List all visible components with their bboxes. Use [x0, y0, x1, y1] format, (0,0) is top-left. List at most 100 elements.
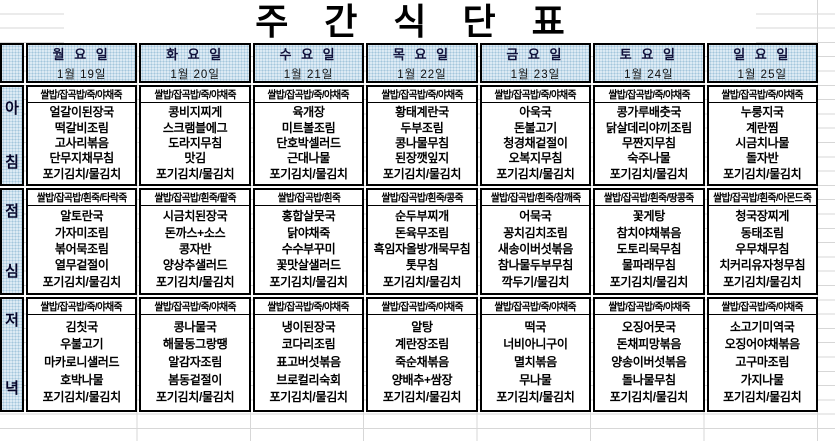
rice-options-header: 쌀밥/잡곡밥/흰죽 [254, 190, 363, 206]
rice-options-text: 쌀밥/잡곡밥/죽/야채죽 [608, 89, 690, 101]
menu-item: 포기김치/물김치 [723, 390, 802, 405]
day-header-cell: 화 요 일 1월 20일 [139, 43, 251, 83]
menu-item: 아욱국 [519, 105, 552, 120]
menu-item-list: 소고기미역국 오징어야채볶음 고구마조림 가지나물 포기김치/물김치 [709, 315, 816, 410]
menu-item-list: 육개장 미트볼조림 단호박셀러드 근대나물 포기김치/물김치 [255, 103, 362, 184]
day-header-cell: 일 요 일 1월 25일 [706, 43, 818, 83]
day-name: 목 요 일 [392, 47, 452, 62]
menu-item: 순두부찌개 [395, 209, 449, 224]
rice-options-text: 쌀밥/잡곡밥/흰죽/팥죽 [154, 192, 236, 204]
menu-item-list: 콩가루배춧국 닭살데리야끼조림 무짠지무침 숙주나물 포기김치/물김치 [595, 103, 702, 184]
menu-item: 포기김치/물김치 [42, 390, 122, 405]
menu-item: 숙주나물 [627, 151, 671, 166]
rice-options-text: 쌀밥/잡곡밥/흰죽/아몬드죽 [713, 192, 812, 204]
rice-options-text: 쌀밥/잡곡밥/흰죽/참깨죽 [490, 192, 581, 204]
menu-item: 포기김치/물김치 [269, 274, 348, 289]
rice-options-header: 쌀밥/잡곡밥/죽/야채죽 [141, 299, 249, 315]
rice-options-text: 쌀밥/잡곡밥/죽/야채죽 [494, 301, 577, 313]
rice-options-text: 쌀밥/잡곡밥/죽/야채죽 [721, 89, 804, 101]
menu-item: 떡국 [524, 319, 547, 334]
day-date: 1월 22일 [397, 69, 447, 81]
menu-item: 꽁치김치조림 [503, 225, 568, 240]
menu-item: 우무채무침 [735, 241, 790, 256]
menu-item: 알탕 [411, 319, 433, 334]
menu-item: 도토리묵무침 [616, 241, 682, 256]
menu-item: 시금치된장국 [162, 209, 228, 224]
menu-item-list: 냉이된장국 코다리조림 표고버섯볶음 브로컬리숙회 포기김치/물김치 [255, 315, 362, 410]
menu-item: 멸치볶음 [513, 354, 557, 369]
menu-item-list: 순두부찌개 돈육무조림 흑임자올방개묵무침 톳무침 포기김치/물김치 [368, 206, 475, 293]
menu-item: 열무겉절이 [54, 258, 109, 273]
menu-cell: 쌀밥/잡곡밥/죽/야채죽 알탕 계란장조림 죽순채볶음 양배추+쌈장 포기김치/물김치 [366, 297, 478, 412]
day-name: 금 요 일 [506, 47, 565, 62]
menu-item: 봄동겉절이 [168, 372, 222, 387]
rice-options-header: 쌀밥/잡곡밥/죽/야채죽 [28, 87, 136, 103]
menu-item: 흑임자올방개묵무침 [373, 241, 471, 256]
menu-item: 포기김치/물김치 [382, 390, 462, 405]
menu-item: 포기김치/물김치 [609, 390, 689, 405]
menu-item: 새송이버섯볶음 [497, 241, 574, 256]
menu-item: 오복지무침 [508, 151, 563, 166]
menu-item: 너비아니구이 [503, 337, 568, 352]
day-header-cell: 수 요 일 1월 21일 [252, 43, 365, 83]
menu-cell: 쌀밥/잡곡밥/흰죽/아몬드죽 청국장찌게 동태조림 우무채무침 치커리유자청무침 포기김치… [706, 188, 818, 295]
menu-item: 톳무침 [405, 258, 439, 273]
rice-options-text: 쌀밥/잡곡밥/죽/야채죽 [154, 89, 236, 101]
menu-item: 깍두기/물김치 [501, 274, 570, 289]
menu-item: 계란찜 [746, 120, 779, 135]
rice-options-text: 쌀밥/잡곡밥/죽/야채죽 [40, 89, 123, 101]
menu-item: 포기김치/물김치 [723, 274, 802, 289]
menu-item: 포기김치/물김치 [609, 274, 689, 289]
menu-item: 마카로니샐러드 [44, 354, 120, 369]
menu-item: 포기김치/물김치 [269, 390, 348, 405]
menu-item: 돈까스+소스 [164, 225, 226, 240]
menu-item: 돌자반 [746, 151, 779, 166]
day-header-cell: 금 요 일 1월 23일 [479, 43, 592, 83]
menu-item: 양송이버섯볶음 [611, 354, 687, 369]
rice-options-header: 쌀밥/잡곡밥/죽/야채죽 [28, 299, 136, 315]
menu-item: 돈육무조림 [395, 225, 449, 240]
menu-item: 알토란국 [60, 209, 104, 224]
menu-item: 알감자조림 [168, 354, 222, 369]
menu-item: 참치야채볶음 [616, 225, 682, 240]
meal-label-char: 침 [5, 154, 19, 171]
rice-options-text: 쌀밥/잡곡밥/죽/야채죽 [267, 89, 350, 101]
menu-item: 청경채겉절이 [503, 135, 568, 150]
menu-item: 돌나물무침 [622, 372, 676, 387]
menu-item: 코다리조림 [281, 337, 336, 352]
menu-cell: 쌀밥/잡곡밥/죽/야채죽 콩비지찌게 스크램블에그 도라지무침 맛김 포기김치/물김치 [139, 85, 251, 186]
menu-item: 포기김치/물김치 [269, 166, 348, 181]
rice-options-text: 쌀밥/잡곡밥/죽/야채죽 [381, 301, 463, 313]
menu-cell: 쌀밥/잡곡밥/흰죽/콩죽 순두부찌개 돈육무조림 흑임자올방개묵무침 톳무침 포기김치/물… [366, 188, 478, 295]
menu-cell: 쌀밥/잡곡밥/죽/야채죽 얼갈이된장국 떡갈비조림 고사리볶음 단무지채무침 포기김치/물… [26, 85, 138, 186]
menu-item: 포기김치/물김치 [496, 390, 575, 405]
menu-item: 포기김치/물김치 [156, 390, 235, 405]
rice-options-header: 쌀밥/잡곡밥/흰죽/팥죽 [141, 190, 249, 206]
day-header-cell: 토 요 일 1월 24일 [593, 43, 705, 83]
day-header-cell: 목 요 일 1월 22일 [366, 43, 478, 83]
rice-options-header: 쌀밥/잡곡밥/죽/야채죽 [708, 299, 816, 315]
meal-label-char: 아 [5, 100, 19, 117]
corner-cell [0, 43, 24, 83]
meal-label-char: 저 [5, 312, 19, 329]
rice-options-header: 쌀밥/잡곡밥/죽/야채죽 [368, 299, 476, 315]
rice-options-header: 쌀밥/잡곡밥/죽/야채죽 [141, 87, 249, 103]
rice-options-header: 쌀밥/잡곡밥/죽/야채죽 [481, 87, 590, 103]
rice-options-text: 쌀밥/잡곡밥/흰죽/땅콩죽 [603, 192, 694, 204]
menu-item-list: 시금치된장국 돈까스+소스 콩자반 양상추샐러드 포기김치/물김치 [141, 206, 248, 293]
menu-item-list: 김칫국 우불고기 마카로니샐러드 호박나물 포기김치/물김치 [28, 315, 135, 410]
menu-item: 홍합살뭇국 [281, 209, 336, 224]
rice-options-text: 쌀밥/잡곡밥/흰죽 [277, 192, 340, 204]
menu-item: 참나물두부무침 [497, 258, 574, 273]
rice-options-text: 쌀밥/잡곡밥/죽/야채죽 [40, 301, 123, 313]
rice-options-header: 쌀밥/잡곡밥/죽/야채죽 [595, 299, 703, 315]
menu-item: 닭야채죽 [287, 225, 331, 240]
menu-item: 어묵국 [519, 209, 552, 224]
menu-item: 가자미조림 [54, 225, 109, 240]
menu-item: 우불고기 [60, 337, 104, 352]
rice-options-header: 쌀밥/잡곡밥/죽/야채죽 [708, 87, 816, 103]
